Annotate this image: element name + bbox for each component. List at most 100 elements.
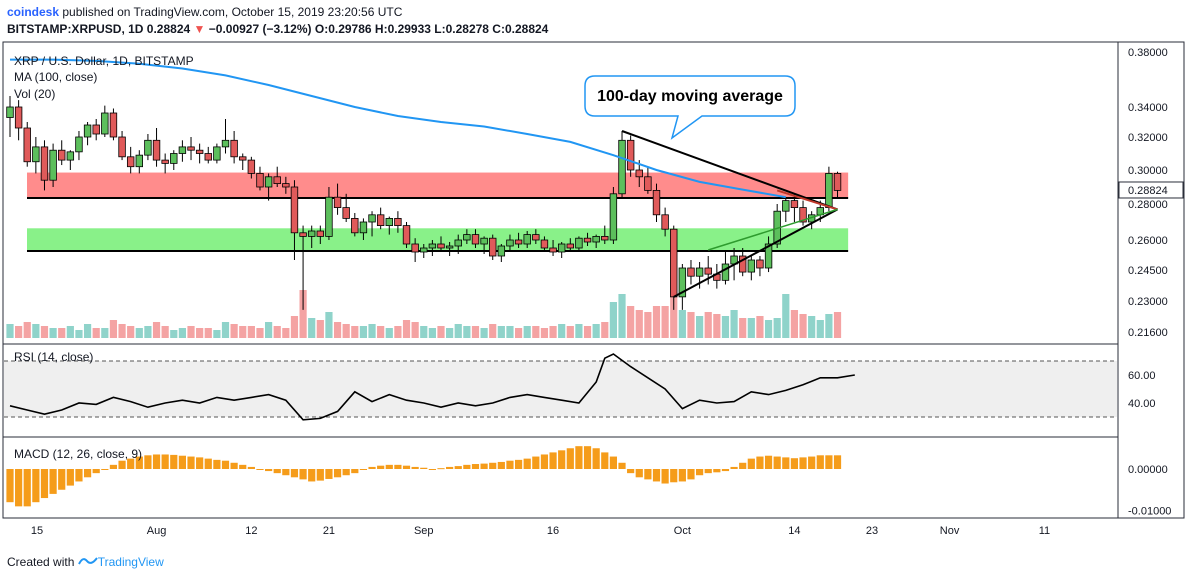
volume-bar xyxy=(325,312,333,338)
price-tick-label: 0.23000 xyxy=(1128,296,1168,308)
candle xyxy=(170,153,178,164)
volume-bar xyxy=(558,324,566,338)
candle xyxy=(489,237,497,257)
macd-bar xyxy=(368,466,376,469)
footer-brand: TradingView xyxy=(97,555,164,569)
volume-bar xyxy=(747,318,755,338)
candle xyxy=(101,112,109,135)
candle xyxy=(14,106,23,129)
candle xyxy=(695,267,704,277)
macd-bar xyxy=(402,465,411,469)
macd-bar xyxy=(299,469,307,480)
volume-bar xyxy=(290,316,299,338)
candle xyxy=(790,200,799,209)
time-tick-label: Oct xyxy=(674,525,691,537)
macd-bar xyxy=(290,469,299,478)
volume-bar xyxy=(764,320,773,338)
candle xyxy=(394,217,402,226)
macd-bar xyxy=(652,469,661,482)
volume-bar xyxy=(127,326,135,338)
candle xyxy=(721,263,730,281)
macd-bar xyxy=(342,469,350,476)
candle xyxy=(342,207,350,219)
price-tick-label: 0.30000 xyxy=(1128,165,1168,177)
candle xyxy=(256,172,264,188)
volume-bar xyxy=(308,318,316,338)
volume-bar xyxy=(790,310,799,338)
volume-bar xyxy=(359,326,368,338)
macd-bar xyxy=(739,462,747,469)
footer: Created with TradingView xyxy=(7,555,164,569)
candle xyxy=(6,106,14,118)
macd-bar xyxy=(661,469,669,484)
ma-line xyxy=(10,58,786,199)
tradingview-logo-icon[interactable]: TradingView xyxy=(77,555,164,569)
candle xyxy=(549,247,557,253)
candle xyxy=(152,139,161,161)
macd-bar xyxy=(506,460,514,469)
macd-bar xyxy=(256,469,264,470)
macd-bar xyxy=(15,469,23,507)
candle xyxy=(23,127,31,163)
candle xyxy=(58,149,66,161)
candle xyxy=(756,259,764,269)
macd-bar xyxy=(282,469,290,476)
volume-bar xyxy=(144,326,152,338)
vol-label: Vol (20) xyxy=(14,87,56,101)
macd-bar xyxy=(127,458,135,469)
candle xyxy=(471,234,480,245)
volume-bar xyxy=(816,320,824,338)
volume-bar xyxy=(368,324,376,338)
candle xyxy=(454,239,462,247)
macd-bar xyxy=(687,469,695,480)
candle xyxy=(437,243,445,249)
candle xyxy=(264,176,273,188)
macd-bar xyxy=(437,468,445,470)
macd-bar xyxy=(351,469,359,474)
volume-bar xyxy=(678,310,686,338)
candle xyxy=(601,235,609,241)
candle xyxy=(644,176,652,191)
volume-bar xyxy=(402,320,411,338)
candle xyxy=(83,124,92,138)
candle xyxy=(445,245,454,249)
volume-bar xyxy=(213,330,221,338)
macd-bar xyxy=(454,466,462,469)
candle xyxy=(428,243,437,249)
volume-bar xyxy=(687,312,695,338)
volume-bar xyxy=(118,324,126,338)
volume-bar xyxy=(549,326,557,338)
macd-bar xyxy=(808,456,816,469)
macd-bar xyxy=(152,454,161,469)
candle xyxy=(118,136,126,158)
callout-shape xyxy=(584,75,796,140)
volume-bar xyxy=(282,328,290,338)
rsi-tick-label: 40.00 xyxy=(1128,398,1156,410)
volume-bar xyxy=(773,318,781,338)
volume-bar xyxy=(609,302,617,338)
candle xyxy=(187,146,195,151)
macd-bar xyxy=(221,460,230,469)
macd-bar xyxy=(170,454,178,469)
macd-bar xyxy=(575,446,583,469)
candle xyxy=(583,237,592,243)
macd-bar xyxy=(213,459,221,469)
candle xyxy=(739,255,747,273)
macd-bar xyxy=(523,458,531,469)
volume-bar xyxy=(644,312,652,338)
down-arrow-icon: ▼ xyxy=(193,22,206,36)
candle xyxy=(670,228,678,298)
volume-bar xyxy=(170,330,178,338)
macd-tick-label: -0.01000 xyxy=(1128,506,1171,518)
candle xyxy=(66,151,75,161)
macd-bar xyxy=(635,469,643,478)
macd-bar xyxy=(118,460,126,469)
macd-bar xyxy=(618,462,626,469)
macd-bar xyxy=(764,455,773,469)
volume-bar xyxy=(635,310,643,338)
macd-bar xyxy=(773,456,781,469)
publish-text: published on TradingView.com, October 15… xyxy=(62,5,403,19)
author-link[interactable]: coindesk xyxy=(7,5,60,19)
price: 0.28824 xyxy=(146,22,191,36)
